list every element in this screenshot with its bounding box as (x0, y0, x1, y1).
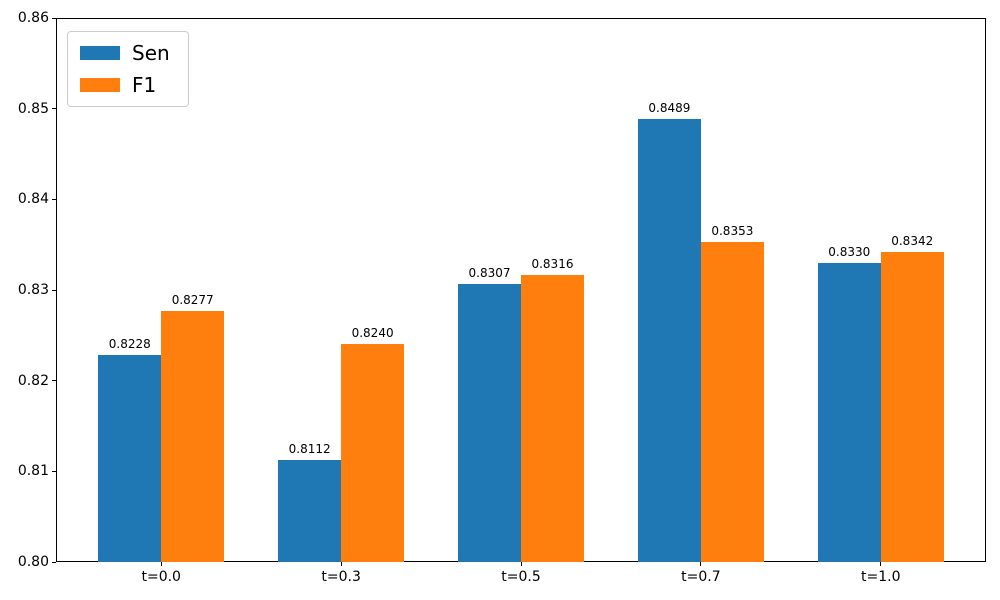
y-tick-label: 0.83 (17, 282, 49, 298)
x-tick-label: t=0.7 (681, 569, 721, 585)
y-tick-mark (52, 380, 56, 382)
x-tick-mark (340, 562, 342, 566)
legend: Sen F1 (67, 31, 189, 107)
y-tick-label: 0.80 (17, 554, 49, 570)
legend-item-sen: Sen (80, 41, 176, 65)
bar-value-label: 0.8240 (351, 326, 394, 341)
x-tick-mark (700, 562, 702, 566)
y-tick-label: 0.81 (17, 463, 49, 480)
bar-value-label: 0.8353 (711, 223, 754, 238)
bar-f1-t=0.3 (341, 344, 405, 562)
bar-f1-t=0.5 (521, 275, 584, 562)
bar-value-label: 0.8112 (288, 442, 331, 457)
bar-sen-t=0.5 (458, 283, 521, 562)
legend-label-sen: Sen (132, 41, 170, 65)
bar-f1-t=0.7 (700, 241, 764, 562)
bar-sen-t=1.0 (817, 262, 881, 562)
legend-label-f1: F1 (132, 73, 157, 97)
y-tick-label: 0.86 (17, 10, 49, 26)
y-tick-mark (52, 289, 56, 291)
bar-value-label: 0.8316 (531, 257, 574, 272)
y-tick-label: 0.82 (17, 372, 49, 389)
x-tick-mark (160, 562, 162, 566)
bar-sen-t=0.7 (637, 118, 701, 562)
y-tick-label: 0.84 (17, 191, 49, 208)
x-tick-label: t=0.0 (141, 569, 181, 585)
bar-value-label: 0.8330 (828, 244, 871, 259)
x-tick-label: t=0.5 (501, 569, 541, 585)
legend-swatch-sen (80, 46, 120, 60)
y-tick-mark (52, 17, 56, 19)
bar-value-label: 0.8342 (891, 233, 934, 248)
bar-sen-t=0.3 (278, 460, 342, 562)
bar-value-label: 0.8307 (468, 265, 511, 280)
x-tick-mark (520, 562, 522, 566)
x-tick-label: t=1.0 (861, 569, 901, 585)
x-tick-mark (880, 562, 882, 566)
legend-item-f1: F1 (80, 73, 176, 97)
bar-f1-t=1.0 (880, 251, 944, 562)
y-tick-mark (52, 108, 56, 110)
y-tick-label: 0.85 (17, 100, 49, 117)
bar-value-label: 0.8277 (171, 292, 214, 307)
y-tick-mark (52, 470, 56, 472)
x-tick-label: t=0.3 (321, 569, 361, 585)
bar-sen-t=0.0 (98, 355, 162, 562)
bar-f1-t=0.0 (161, 310, 225, 562)
bar-value-label: 0.8489 (648, 100, 691, 115)
y-tick-mark (52, 198, 56, 200)
legend-swatch-f1 (80, 78, 120, 92)
bar-value-label: 0.8228 (108, 337, 151, 352)
y-tick-mark (52, 561, 56, 563)
